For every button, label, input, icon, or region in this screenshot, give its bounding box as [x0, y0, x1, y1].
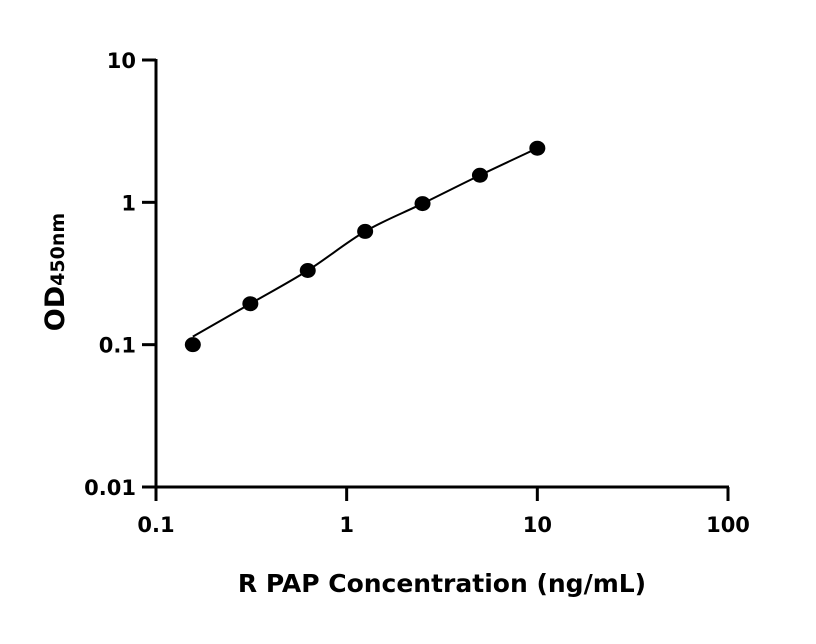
data-point — [242, 296, 259, 312]
data-point — [529, 140, 546, 156]
y-tick-label: 10 — [107, 49, 136, 73]
y-tick-label: 1 — [121, 191, 136, 215]
data-point — [299, 262, 316, 278]
y-tick-label: 0.01 — [84, 476, 136, 500]
x-tick-label: 10 — [523, 513, 552, 537]
data-points — [184, 140, 546, 353]
data-point — [184, 337, 201, 353]
y-axis-label: OD450nm — [40, 213, 71, 331]
y-tick-label: 0.1 — [99, 334, 136, 358]
x-tick-label: 1 — [339, 513, 354, 537]
x-axis-label: R PAP Concentration (ng/mL) — [238, 569, 646, 598]
data-point — [414, 196, 431, 212]
data-point — [471, 167, 488, 183]
y-axis-label-main: OD — [40, 286, 71, 331]
data-point — [357, 223, 374, 239]
x-tick-label: 100 — [706, 513, 750, 537]
y-axis-label-sub: 450nm — [47, 213, 69, 286]
x-tick-label: 0.1 — [137, 513, 174, 537]
axes — [154, 59, 729, 489]
